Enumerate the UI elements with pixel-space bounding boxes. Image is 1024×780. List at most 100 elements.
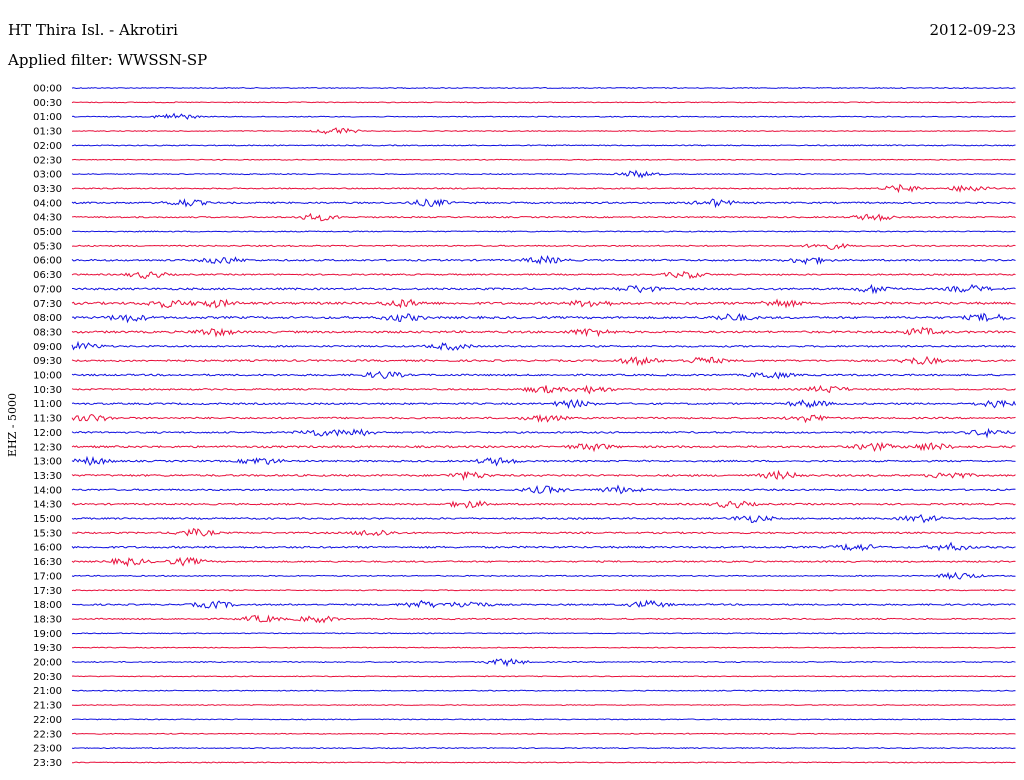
time-tick-label: 05:00 (33, 227, 62, 238)
trace-line (71, 384, 1016, 395)
trace-line (72, 761, 1016, 764)
trace-line (71, 718, 1016, 721)
time-tick-label: 14:00 (33, 485, 62, 496)
time-tick-label: 17:30 (33, 586, 62, 597)
time-tick-label: 13:00 (33, 457, 62, 468)
time-tick-label: 21:00 (33, 686, 62, 697)
time-tick-label: 15:00 (33, 514, 62, 525)
trace-line (71, 499, 1016, 509)
time-tick-label: 08:30 (33, 327, 62, 338)
trace-line (71, 427, 1016, 439)
trace-line (71, 127, 1016, 135)
time-tick-label: 11:00 (33, 399, 62, 410)
time-tick-label: 00:00 (33, 84, 62, 95)
time-tick-label: 20:00 (33, 658, 62, 669)
time-tick-label: 10:00 (33, 371, 62, 382)
trace-line (71, 112, 1016, 120)
time-tick-label: 07:00 (33, 284, 62, 295)
time-tick-label: 09:00 (33, 342, 62, 353)
trace-line (71, 183, 1016, 194)
time-tick-label: 23:00 (33, 744, 62, 755)
trace-line (71, 298, 1016, 309)
time-tick-label: 06:30 (33, 270, 62, 281)
time-tick-label: 21:30 (33, 701, 62, 712)
time-tick-label: 06:00 (33, 256, 62, 267)
trace-line (71, 144, 1016, 147)
date-label: 2012-09-23 (929, 21, 1016, 39)
trace-line (71, 556, 1016, 568)
trace-line (71, 212, 1016, 222)
time-tick-label: 02:00 (33, 141, 62, 152)
time-tick-label: 03:30 (33, 184, 62, 195)
filter-label: Applied filter: WWSSN-SP (8, 51, 208, 69)
trace-line (71, 571, 1016, 580)
time-tick-label: 18:30 (33, 614, 62, 625)
trace-line (71, 340, 1016, 351)
time-tick-label: 18:00 (33, 600, 62, 611)
trace-line (71, 370, 1016, 380)
time-tick-label: 10:30 (33, 385, 62, 396)
time-tick-label: 01:00 (33, 112, 62, 123)
trace-line (71, 732, 1016, 735)
trace-line (71, 675, 1016, 678)
time-tick-label: 20:30 (33, 672, 62, 683)
time-tick-label: 14:30 (33, 500, 62, 511)
trace-line (71, 513, 1016, 524)
time-tick-label: 08:00 (33, 313, 62, 324)
time-tick-label: 17:00 (33, 571, 62, 582)
station-title: HT Thira Isl. - Akrotiri (8, 21, 178, 39)
trace-line (71, 198, 1016, 209)
trace-line (71, 441, 1016, 453)
trace-line (71, 541, 1016, 552)
trace-line (71, 646, 1016, 649)
trace-line (71, 270, 1016, 280)
trace-line (71, 355, 1016, 367)
trace-line (71, 632, 1016, 635)
trace-line (72, 527, 1016, 537)
time-tick-label: 22:30 (33, 729, 62, 740)
trace-line (71, 614, 1016, 624)
time-tick-label: 09:30 (33, 356, 62, 367)
time-tick-label: 01:30 (33, 127, 62, 138)
time-tick-label: 00:30 (33, 98, 62, 109)
trace-line (71, 469, 1016, 481)
time-tick-label: 22:00 (33, 715, 62, 726)
time-tick-label: 19:30 (33, 643, 62, 654)
trace-line (71, 230, 1016, 233)
y-axis-label: EHZ - 5000 (6, 393, 19, 457)
time-tick-label: 07:30 (33, 299, 62, 310)
trace-line (71, 398, 1016, 410)
trace-line (71, 747, 1016, 750)
trace-line (71, 484, 1016, 495)
trace-line (71, 158, 1016, 161)
time-tick-label: 11:30 (33, 414, 62, 425)
trace-line (71, 86, 1016, 90)
trace-line (71, 255, 1016, 266)
trace-line (71, 589, 1016, 592)
time-tick-label: 12:30 (33, 442, 62, 453)
trace-line (71, 657, 1016, 668)
time-tick-label: 04:00 (33, 198, 62, 209)
time-tick-label: 16:00 (33, 543, 62, 554)
time-tick-label: 05:30 (33, 241, 62, 252)
time-tick-label: 13:30 (33, 471, 62, 482)
trace-line (71, 413, 1016, 424)
time-tick-label: 12:00 (33, 428, 62, 439)
trace-rows: 00:00 00:30 01:00 01:30 02:00 02:30 03:00 03:30… (33, 84, 1016, 769)
trace-line (71, 326, 1016, 338)
trace-line (72, 283, 1016, 295)
trace-line (71, 312, 1016, 324)
time-tick-label: 04:30 (33, 213, 62, 224)
time-tick-label: 02:30 (33, 155, 62, 166)
time-tick-label: 23:30 (33, 758, 62, 769)
trace-line (71, 455, 1016, 467)
trace-line (71, 242, 1016, 251)
trace-line (72, 704, 1016, 707)
trace-line (71, 101, 1016, 104)
time-tick-label: 19:00 (33, 629, 62, 640)
time-tick-label: 15:30 (33, 528, 62, 539)
time-tick-label: 03:00 (33, 170, 62, 181)
trace-line (71, 689, 1016, 692)
time-tick-label: 16:30 (33, 557, 62, 568)
